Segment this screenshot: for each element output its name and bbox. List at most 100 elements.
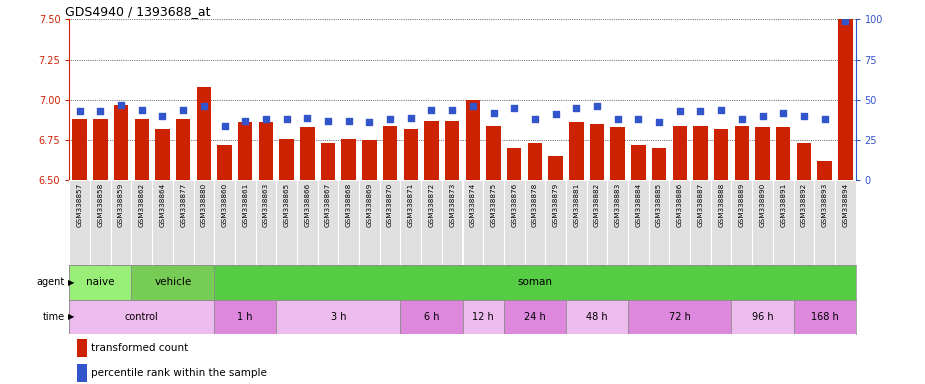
Text: GSM338859: GSM338859: [118, 183, 124, 227]
Text: GSM338891: GSM338891: [780, 183, 786, 227]
Point: [93, 108, 108, 114]
Text: control: control: [125, 312, 159, 322]
Bar: [794, 180, 814, 265]
Point: [383, 116, 398, 122]
Point: [279, 116, 294, 122]
Text: GSM338893: GSM338893: [821, 183, 828, 227]
Point: [714, 106, 729, 113]
Point: [424, 106, 438, 113]
Bar: [176, 119, 191, 180]
Point: [196, 103, 211, 109]
Text: GSM338880: GSM338880: [201, 183, 207, 227]
Text: GSM338874: GSM338874: [470, 183, 475, 227]
Text: 1 h: 1 h: [238, 312, 253, 322]
Point: [610, 116, 625, 122]
Text: GSM338865: GSM338865: [284, 183, 290, 227]
Point: [155, 113, 170, 119]
Text: 6 h: 6 h: [424, 312, 439, 322]
Bar: [90, 180, 111, 265]
Bar: [131, 265, 215, 300]
Bar: [421, 180, 442, 265]
Text: GDS4940 / 1393688_at: GDS4940 / 1393688_at: [66, 5, 211, 18]
Point: [796, 113, 811, 119]
Text: GSM338860: GSM338860: [222, 183, 228, 227]
Bar: [483, 180, 504, 265]
Bar: [462, 180, 483, 265]
Point: [549, 111, 563, 118]
Bar: [835, 180, 856, 265]
Point: [569, 105, 584, 111]
Text: GSM338867: GSM338867: [325, 183, 331, 227]
Bar: [72, 119, 87, 180]
Point: [734, 116, 749, 122]
Bar: [566, 300, 628, 334]
Bar: [78, 339, 87, 356]
Text: GSM338883: GSM338883: [615, 183, 621, 227]
Text: vehicle: vehicle: [154, 277, 191, 287]
Text: GSM338866: GSM338866: [304, 183, 310, 227]
Bar: [752, 180, 773, 265]
Bar: [401, 300, 462, 334]
Point: [258, 116, 274, 122]
Bar: [197, 87, 211, 180]
Bar: [545, 180, 566, 265]
Text: agent: agent: [36, 277, 65, 287]
Text: GSM338872: GSM338872: [428, 183, 435, 227]
Bar: [670, 180, 690, 265]
Text: GSM338864: GSM338864: [159, 183, 166, 227]
Point: [507, 105, 522, 111]
Bar: [756, 127, 770, 180]
Bar: [652, 148, 666, 180]
Text: GSM338875: GSM338875: [490, 183, 497, 227]
Text: GSM338861: GSM338861: [242, 183, 248, 227]
Bar: [608, 180, 628, 265]
Bar: [672, 126, 687, 180]
Bar: [317, 180, 339, 265]
Point: [300, 114, 314, 121]
Bar: [549, 156, 562, 180]
Text: GSM338870: GSM338870: [387, 183, 393, 227]
Text: GSM338890: GSM338890: [759, 183, 766, 227]
Bar: [69, 180, 90, 265]
Point: [321, 118, 336, 124]
Bar: [78, 364, 87, 382]
Bar: [773, 180, 794, 265]
Text: percentile rank within the sample: percentile rank within the sample: [91, 368, 267, 378]
Point: [631, 116, 646, 122]
Bar: [628, 180, 648, 265]
Bar: [300, 127, 314, 180]
Text: GSM338858: GSM338858: [97, 183, 104, 227]
Text: 3 h: 3 h: [330, 312, 346, 322]
Bar: [462, 300, 504, 334]
Bar: [238, 122, 253, 180]
Bar: [401, 180, 421, 265]
Point: [341, 118, 356, 124]
Bar: [134, 119, 149, 180]
Bar: [628, 300, 732, 334]
Text: 12 h: 12 h: [473, 312, 494, 322]
Bar: [363, 140, 376, 180]
Point: [838, 18, 853, 24]
Bar: [69, 300, 215, 334]
Bar: [507, 148, 522, 180]
Bar: [776, 127, 791, 180]
Text: GSM338885: GSM338885: [656, 183, 662, 227]
Bar: [131, 180, 152, 265]
Point: [362, 119, 376, 126]
Bar: [155, 129, 169, 180]
Text: GSM338869: GSM338869: [366, 183, 373, 227]
Text: GSM338879: GSM338879: [552, 183, 559, 227]
Text: transformed count: transformed count: [91, 343, 189, 353]
Point: [445, 106, 460, 113]
Text: GSM338877: GSM338877: [180, 183, 186, 227]
Bar: [235, 180, 255, 265]
Point: [589, 103, 604, 109]
Bar: [93, 119, 107, 180]
Bar: [69, 265, 131, 300]
Bar: [341, 139, 356, 180]
Point: [755, 113, 770, 119]
Point: [465, 103, 480, 109]
Bar: [193, 180, 215, 265]
Bar: [259, 122, 273, 180]
Text: GSM338876: GSM338876: [512, 183, 517, 227]
